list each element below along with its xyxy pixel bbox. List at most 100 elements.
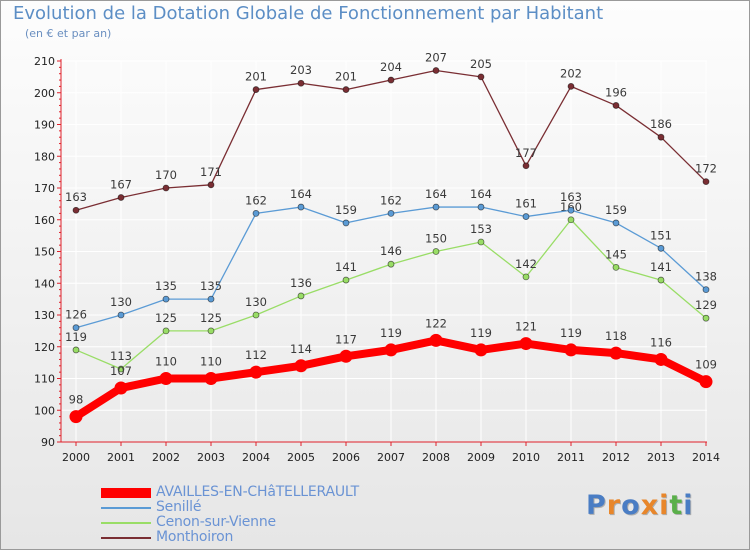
data-label: 135 xyxy=(200,279,222,293)
data-point xyxy=(519,337,533,351)
data-label: 110 xyxy=(200,355,222,369)
data-point xyxy=(612,102,620,109)
legend-label: Monthoiron xyxy=(156,529,234,545)
x-tick-label: 2012 xyxy=(602,451,630,464)
data-label: 136 xyxy=(290,276,312,290)
data-label: 164 xyxy=(425,187,447,201)
data-point xyxy=(207,327,215,335)
data-point xyxy=(72,346,80,354)
data-point xyxy=(342,276,350,284)
legend-label: Cenon-sur-Vienne xyxy=(156,514,276,530)
data-label: 150 xyxy=(425,232,447,246)
data-point xyxy=(474,343,488,357)
data-point xyxy=(159,372,173,385)
data-label: 112 xyxy=(245,348,267,362)
data-point xyxy=(69,410,83,424)
data-label: 145 xyxy=(605,247,627,261)
data-label: 119 xyxy=(560,326,582,340)
data-point xyxy=(207,295,215,303)
x-tick-label: 2001 xyxy=(107,451,135,464)
data-point xyxy=(204,372,218,385)
data-point xyxy=(117,194,125,201)
y-tick-label: 140 xyxy=(34,277,55,290)
y-tick-label: 110 xyxy=(34,373,55,386)
data-point xyxy=(117,311,125,319)
data-label: 138 xyxy=(695,270,717,284)
data-label: 207 xyxy=(425,51,447,65)
data-point xyxy=(567,206,575,214)
legend-swatch xyxy=(101,521,151,524)
data-point xyxy=(657,276,665,284)
data-label: 204 xyxy=(380,60,402,74)
chart-title: Evolution de la Dotation Globale de Fonc… xyxy=(13,3,604,24)
data-label: 159 xyxy=(335,203,357,217)
data-point xyxy=(162,327,170,335)
data-point xyxy=(294,359,308,373)
data-point xyxy=(339,349,353,363)
data-point xyxy=(567,216,575,224)
data-point xyxy=(522,273,530,281)
data-point xyxy=(114,381,128,395)
data-point xyxy=(564,343,578,357)
data-point xyxy=(699,375,713,389)
data-point xyxy=(609,346,623,360)
logo-letter: t xyxy=(669,490,684,521)
data-point xyxy=(432,203,440,211)
data-label: 146 xyxy=(380,244,402,258)
data-point xyxy=(657,133,665,141)
data-label: 160 xyxy=(560,200,582,214)
data-point xyxy=(297,292,305,300)
data-point xyxy=(342,219,350,227)
y-tick-label: 180 xyxy=(34,150,55,163)
data-label: 162 xyxy=(380,193,402,207)
data-point xyxy=(252,209,260,217)
data-label: 107 xyxy=(110,364,132,378)
x-tick-label: 2007 xyxy=(377,451,405,464)
legend-item: Monthoiron xyxy=(101,529,401,545)
data-label: 121 xyxy=(515,320,537,334)
data-label: 110 xyxy=(155,355,177,369)
data-point xyxy=(297,79,305,87)
y-tick-label: 120 xyxy=(34,341,55,354)
x-tick-label: 2013 xyxy=(647,451,675,464)
data-label: 130 xyxy=(245,295,267,309)
x-tick-label: 2006 xyxy=(332,451,360,464)
data-point xyxy=(477,238,485,246)
data-label: 122 xyxy=(425,316,447,330)
logo-letter: o xyxy=(621,490,641,521)
x-tick-label: 2008 xyxy=(422,451,450,464)
data-point xyxy=(252,311,260,319)
data-point xyxy=(162,184,170,192)
data-point xyxy=(522,162,530,170)
data-label: 162 xyxy=(245,193,267,207)
y-tick-label: 200 xyxy=(34,87,55,100)
data-point xyxy=(72,206,80,214)
y-tick-label: 150 xyxy=(34,246,55,259)
data-label: 186 xyxy=(650,117,672,131)
data-point xyxy=(702,286,710,294)
legend-swatch xyxy=(101,536,151,539)
data-point xyxy=(252,86,260,93)
data-label: 98 xyxy=(69,393,84,407)
data-point xyxy=(297,203,305,211)
data-label: 119 xyxy=(65,330,87,344)
data-point xyxy=(387,260,395,268)
data-label: 113 xyxy=(110,349,132,363)
data-label: 164 xyxy=(470,187,492,201)
data-label: 205 xyxy=(470,57,492,71)
x-tick-label: 2003 xyxy=(197,451,225,464)
data-label: 126 xyxy=(65,308,87,322)
data-label: 114 xyxy=(290,342,312,356)
data-label: 125 xyxy=(155,311,177,325)
data-point xyxy=(162,295,170,303)
data-label: 119 xyxy=(380,326,402,340)
data-label: 177 xyxy=(515,146,537,160)
logo-letter: i xyxy=(683,490,694,521)
legend-item: Cenon-sur-Vienne xyxy=(101,514,401,530)
x-tick-label: 2002 xyxy=(152,451,180,464)
x-tick-label: 2014 xyxy=(692,451,720,464)
y-tick-label: 90 xyxy=(41,436,55,449)
legend-swatch xyxy=(101,487,151,498)
